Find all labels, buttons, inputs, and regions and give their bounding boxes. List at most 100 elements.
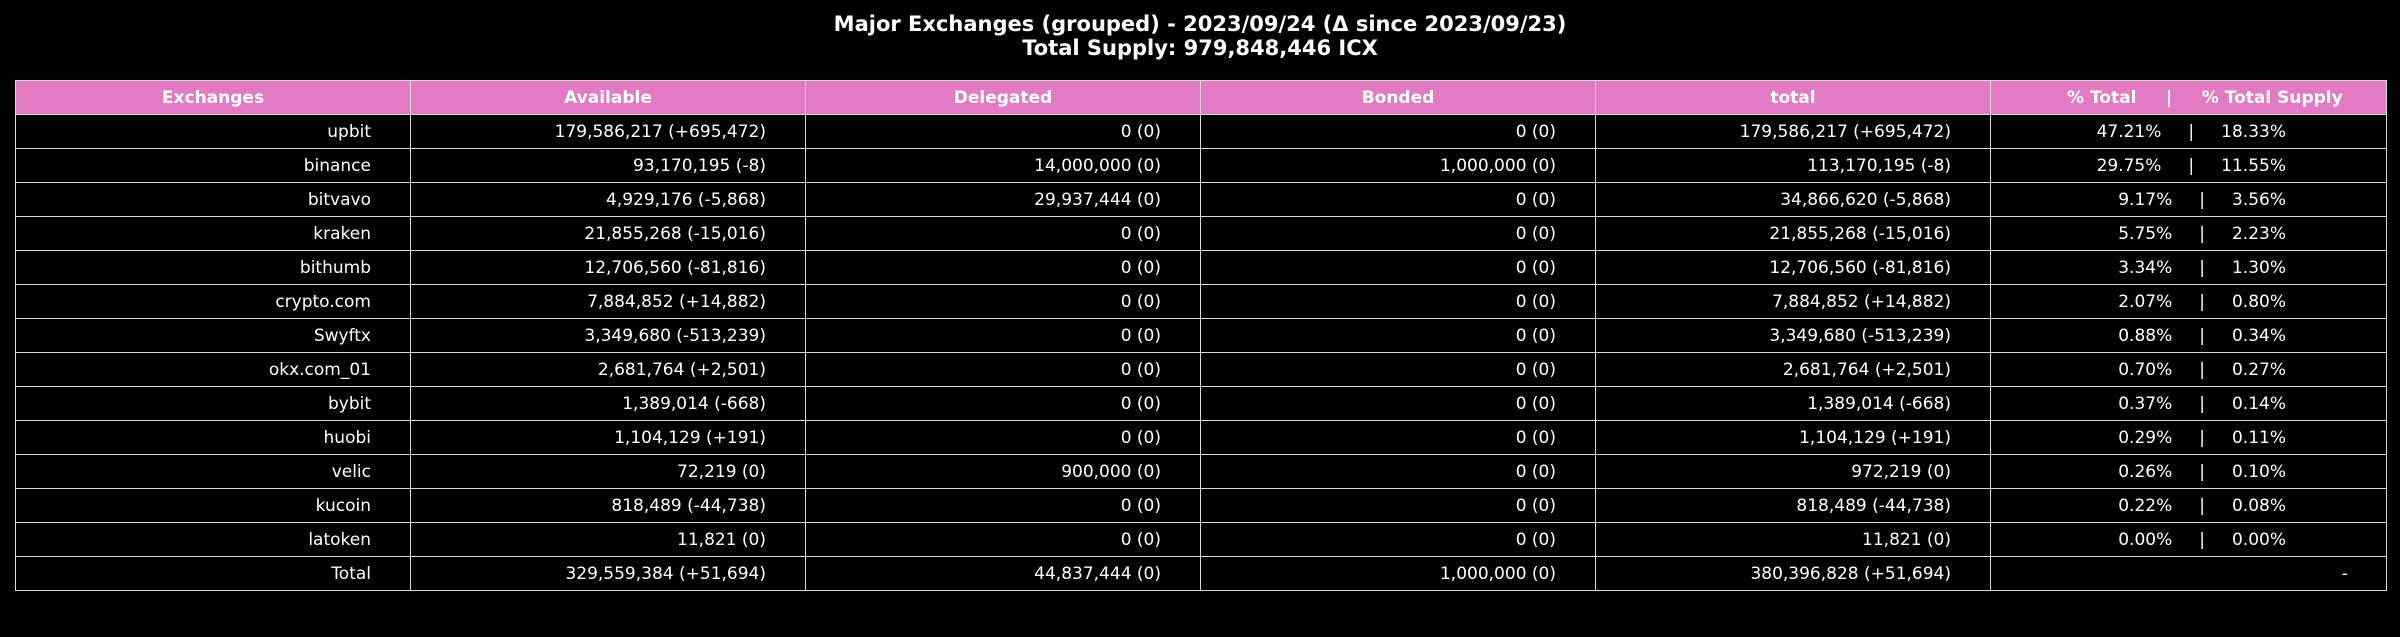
cell-exchange: bithumb bbox=[15, 250, 411, 285]
table-row: upbit 179,586,217 (+695,472) 0 (0) 0 (0)… bbox=[15, 114, 2387, 149]
cell-total: 2,681,764 (+2,501) bbox=[1595, 352, 1991, 387]
cell-total: 7,884,852 (+14,882) bbox=[1595, 284, 1991, 319]
cell-bonded: 0 (0) bbox=[1200, 352, 1596, 387]
exchanges-table: Exchanges Available Delegated Bonded tot… bbox=[15, 80, 2387, 591]
cell-delegated: 900,000 (0) bbox=[805, 454, 1201, 489]
cell-available: 4,929,176 (-5,868) bbox=[410, 182, 806, 217]
cell-exchange: crypto.com bbox=[15, 284, 411, 319]
cell-available: 1,389,014 (-668) bbox=[410, 386, 806, 421]
cell-percent: 2.07% | 0.80% bbox=[1990, 284, 2387, 319]
table-row: crypto.com 7,884,852 (+14,882) 0 (0) 0 (… bbox=[15, 284, 2387, 319]
cell-delegated: 0 (0) bbox=[805, 522, 1201, 557]
table-row: bithumb 12,706,560 (-81,816) 0 (0) 0 (0)… bbox=[15, 250, 2387, 285]
cell-exchange: upbit bbox=[15, 114, 411, 149]
cell-bonded: 0 (0) bbox=[1200, 488, 1596, 523]
total-row: Total 329,559,384 (+51,694) 44,837,444 (… bbox=[15, 556, 2387, 591]
table-header: Exchanges Available Delegated Bonded tot… bbox=[15, 80, 2387, 115]
title-line-2: Total Supply: 979,848,446 ICX bbox=[1022, 36, 1378, 60]
cell-available: 7,884,852 (+14,882) bbox=[410, 284, 806, 319]
table-row: latoken 11,821 (0) 0 (0) 0 (0) 11,821 (0… bbox=[15, 522, 2387, 557]
header-percent: % Total | % Total Supply bbox=[1990, 80, 2387, 115]
cell-percent: 0.22% | 0.08% bbox=[1990, 488, 2387, 523]
cell-exchange: Swyftx bbox=[15, 318, 411, 353]
table-row: kucoin 818,489 (-44,738) 0 (0) 0 (0) 818… bbox=[15, 488, 2387, 523]
cell-percent: 3.34% | 1.30% bbox=[1990, 250, 2387, 285]
cell-percent: 5.75% | 2.23% bbox=[1990, 216, 2387, 251]
total-available: 329,559,384 (+51,694) bbox=[410, 556, 806, 591]
cell-available: 93,170,195 (-8) bbox=[410, 148, 806, 183]
table-row: velic 72,219 (0) 900,000 (0) 0 (0) 972,2… bbox=[15, 454, 2387, 489]
table-row: bybit 1,389,014 (-668) 0 (0) 0 (0) 1,389… bbox=[15, 386, 2387, 421]
table-row: okx.com_01 2,681,764 (+2,501) 0 (0) 0 (0… bbox=[15, 352, 2387, 387]
cell-percent: 47.21% | 18.33% bbox=[1990, 114, 2387, 149]
header-exchanges: Exchanges bbox=[15, 80, 411, 115]
cell-delegated: 0 (0) bbox=[805, 216, 1201, 251]
total-label: Total bbox=[15, 556, 411, 591]
total-delegated: 44,837,444 (0) bbox=[805, 556, 1201, 591]
cell-total: 179,586,217 (+695,472) bbox=[1595, 114, 1991, 149]
total-bonded: 1,000,000 (0) bbox=[1200, 556, 1596, 591]
cell-delegated: 0 (0) bbox=[805, 318, 1201, 353]
cell-delegated: 0 (0) bbox=[805, 250, 1201, 285]
cell-total: 113,170,195 (-8) bbox=[1595, 148, 1991, 183]
cell-bonded: 0 (0) bbox=[1200, 250, 1596, 285]
header-available: Available bbox=[410, 80, 806, 115]
cell-available: 179,586,217 (+695,472) bbox=[410, 114, 806, 149]
cell-exchange: bitvavo bbox=[15, 182, 411, 217]
cell-available: 1,104,129 (+191) bbox=[410, 420, 806, 455]
cell-percent: 0.70% | 0.27% bbox=[1990, 352, 2387, 387]
cell-total: 34,866,620 (-5,868) bbox=[1595, 182, 1991, 217]
header-delegated: Delegated bbox=[805, 80, 1201, 115]
total-total: 380,396,828 (+51,694) bbox=[1595, 556, 1991, 591]
header-row: Exchanges Available Delegated Bonded tot… bbox=[15, 80, 2387, 115]
cell-exchange: kraken bbox=[15, 216, 411, 251]
cell-delegated: 0 (0) bbox=[805, 284, 1201, 319]
table-title: Major Exchanges (grouped) - 2023/09/24 (… bbox=[0, 12, 2400, 60]
cell-total: 11,821 (0) bbox=[1595, 522, 1991, 557]
cell-delegated: 0 (0) bbox=[805, 386, 1201, 421]
cell-total: 972,219 (0) bbox=[1595, 454, 1991, 489]
cell-percent: 0.37% | 0.14% bbox=[1990, 386, 2387, 421]
header-total: total bbox=[1595, 80, 1991, 115]
cell-delegated: 0 (0) bbox=[805, 352, 1201, 387]
cell-bonded: 0 (0) bbox=[1200, 386, 1596, 421]
cell-delegated: 0 (0) bbox=[805, 114, 1201, 149]
cell-percent: 0.88% | 0.34% bbox=[1990, 318, 2387, 353]
title-line-1: Major Exchanges (grouped) - 2023/09/24 (… bbox=[833, 12, 1567, 36]
cell-bonded: 0 (0) bbox=[1200, 420, 1596, 455]
cell-exchange: velic bbox=[15, 454, 411, 489]
cell-available: 72,219 (0) bbox=[410, 454, 806, 489]
cell-bonded: 0 (0) bbox=[1200, 182, 1596, 217]
table-body: upbit 179,586,217 (+695,472) 0 (0) 0 (0)… bbox=[15, 114, 2387, 591]
cell-delegated: 14,000,000 (0) bbox=[805, 148, 1201, 183]
cell-total: 21,855,268 (-15,016) bbox=[1595, 216, 1991, 251]
cell-bonded: 0 (0) bbox=[1200, 454, 1596, 489]
cell-bonded: 1,000,000 (0) bbox=[1200, 148, 1596, 183]
cell-exchange: latoken bbox=[15, 522, 411, 557]
table-row: kraken 21,855,268 (-15,016) 0 (0) 0 (0) … bbox=[15, 216, 2387, 251]
cell-available: 2,681,764 (+2,501) bbox=[410, 352, 806, 387]
table-row: bitvavo 4,929,176 (-5,868) 29,937,444 (0… bbox=[15, 182, 2387, 217]
cell-percent: 0.29% | 0.11% bbox=[1990, 420, 2387, 455]
table-row: huobi 1,104,129 (+191) 0 (0) 0 (0) 1,104… bbox=[15, 420, 2387, 455]
cell-percent: 0.26% | 0.10% bbox=[1990, 454, 2387, 489]
cell-total: 1,104,129 (+191) bbox=[1595, 420, 1991, 455]
cell-delegated: 0 (0) bbox=[805, 488, 1201, 523]
cell-bonded: 0 (0) bbox=[1200, 522, 1596, 557]
cell-exchange: bybit bbox=[15, 386, 411, 421]
cell-bonded: 0 (0) bbox=[1200, 114, 1596, 149]
cell-exchange: binance bbox=[15, 148, 411, 183]
table-row: binance 93,170,195 (-8) 14,000,000 (0) 1… bbox=[15, 148, 2387, 183]
cell-exchange: kucoin bbox=[15, 488, 411, 523]
cell-available: 818,489 (-44,738) bbox=[410, 488, 806, 523]
cell-bonded: 0 (0) bbox=[1200, 216, 1596, 251]
cell-available: 21,855,268 (-15,016) bbox=[410, 216, 806, 251]
cell-bonded: 0 (0) bbox=[1200, 284, 1596, 319]
cell-available: 12,706,560 (-81,816) bbox=[410, 250, 806, 285]
cell-bonded: 0 (0) bbox=[1200, 318, 1596, 353]
cell-total: 1,389,014 (-668) bbox=[1595, 386, 1991, 421]
cell-exchange: okx.com_01 bbox=[15, 352, 411, 387]
cell-available: 11,821 (0) bbox=[410, 522, 806, 557]
cell-percent: 9.17% | 3.56% bbox=[1990, 182, 2387, 217]
cell-total: 818,489 (-44,738) bbox=[1595, 488, 1991, 523]
